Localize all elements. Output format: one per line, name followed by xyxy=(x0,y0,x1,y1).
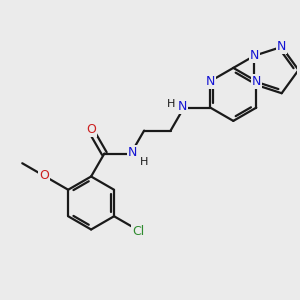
Text: N: N xyxy=(206,75,215,88)
Text: H: H xyxy=(140,157,148,167)
Text: Cl: Cl xyxy=(132,225,145,239)
Text: O: O xyxy=(39,169,49,182)
Text: N: N xyxy=(277,40,286,53)
Text: H: H xyxy=(167,99,176,109)
Text: N: N xyxy=(252,75,261,88)
Text: N: N xyxy=(178,100,187,113)
Text: N: N xyxy=(128,146,137,159)
Text: O: O xyxy=(86,123,96,136)
Text: N: N xyxy=(250,49,259,62)
